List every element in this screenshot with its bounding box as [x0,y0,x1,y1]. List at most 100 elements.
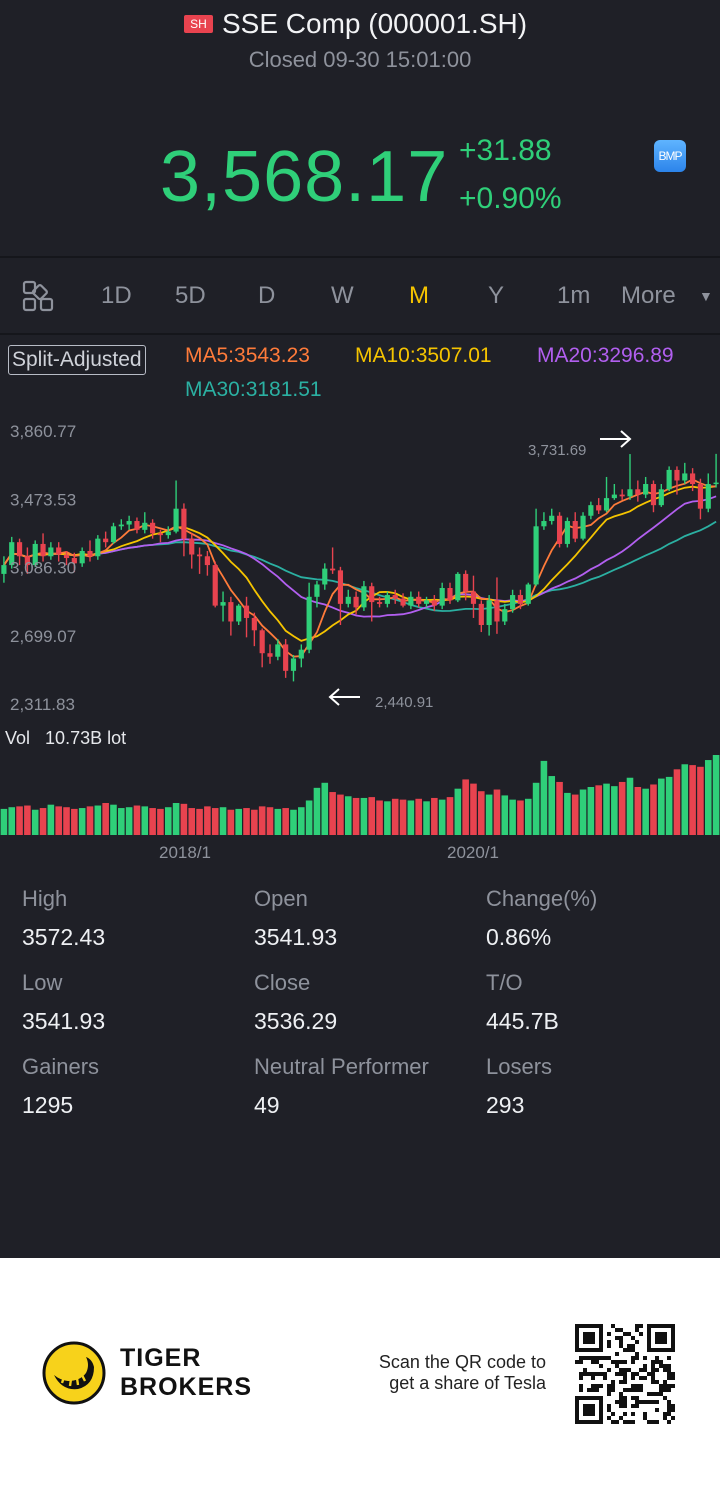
stat-label: Open [254,886,308,911]
volume-bar [63,807,70,835]
change-percent: +0.90% [459,182,562,215]
candle [643,476,649,499]
candle [228,596,234,636]
candle [408,591,414,610]
volume-bar [658,778,665,835]
candle [71,552,77,573]
candle [556,512,563,548]
volume-bar [133,805,141,835]
candle [196,547,203,574]
candle [682,462,688,485]
candle [204,550,210,576]
candlestick-chart[interactable]: 3,860.77 3,473.53 3,086.30 2,699.07 2,311.83… [0,410,720,870]
candle [314,580,320,608]
candle [384,591,390,608]
volume-bar [556,781,563,835]
tab-more[interactable]: More [621,282,676,309]
tab-1m[interactable]: 1m [557,282,591,309]
candle [189,533,195,569]
candle [243,596,250,638]
candle [674,466,680,495]
candle [697,478,704,520]
tab-d[interactable]: D [258,282,276,309]
candle [666,466,672,492]
volume-bars [0,755,720,835]
volume-bar [102,803,109,835]
candle [9,536,15,569]
candle [423,596,430,608]
tab-m[interactable]: M [409,282,429,309]
ma20-legend: MA20:3296.89 [537,344,674,367]
candle [619,489,625,500]
stat-value: 293 [486,1092,525,1118]
candle [275,639,281,661]
grid-layout-icon[interactable] [22,280,54,312]
volume-bar [258,806,266,835]
volume-bar [548,776,556,835]
stat-label: Gainers [22,1054,100,1079]
divider [0,256,720,258]
volume-bar [219,807,227,835]
volume-bar [110,804,117,835]
candle [103,531,109,548]
candle [588,501,594,520]
split-adjusted-toggle[interactable]: Split-Adjusted [8,345,146,375]
candle [337,566,344,626]
stat-label: Close [254,970,311,995]
brand-name: BROKERS [120,1373,253,1401]
volume-bar [697,766,704,835]
candle [525,582,531,606]
candles [1,453,719,682]
moving-average-lines [3,478,717,658]
volume-bar [47,804,55,835]
candle [157,529,164,543]
volume-bar [415,798,422,835]
stat-value: 49 [254,1092,280,1118]
low-annotation: 2,440.91 [375,694,433,711]
candle [251,612,257,647]
candle [150,519,156,539]
candle [439,582,445,610]
candle [564,517,570,548]
candle [549,508,555,525]
candle [1,556,7,583]
candle [376,596,383,608]
candle [572,512,578,543]
volume-bar [321,782,329,835]
tab-5d[interactable]: 5D [175,282,206,309]
stat-value: 3541.93 [254,924,338,950]
volume-bar [188,808,196,835]
candle [611,484,617,500]
volume-bar [571,794,579,835]
candle [48,542,54,560]
ma10-line [3,485,717,642]
tab-y[interactable]: Y [488,282,505,309]
volume-bar [164,807,172,835]
volume-bar [595,785,602,835]
quote-header [0,0,720,256]
candle [181,503,187,557]
tab-w[interactable]: W [331,282,354,309]
x-tick-label: 2020/1 [447,843,499,862]
candle [470,575,477,618]
candle [40,533,46,562]
candle [298,644,304,668]
candle [259,628,265,668]
volume-bar [524,798,532,835]
candle [713,453,719,488]
candle [32,540,38,567]
stat-value: 0.86% [486,924,552,950]
volume-bar [290,809,297,835]
last-price: 3,568.17 [160,137,449,217]
volume-bar [196,808,203,835]
tab-1d[interactable]: 1D [101,282,132,309]
chevron-down-icon[interactable]: ▼ [699,288,713,304]
candle [345,589,351,608]
candle [16,538,23,566]
bmp-icon[interactable]: BMP [654,140,686,172]
volume-bar [384,801,391,835]
volume-bar [681,764,689,835]
candle [79,547,85,567]
candle [63,550,70,566]
candle [236,603,242,626]
